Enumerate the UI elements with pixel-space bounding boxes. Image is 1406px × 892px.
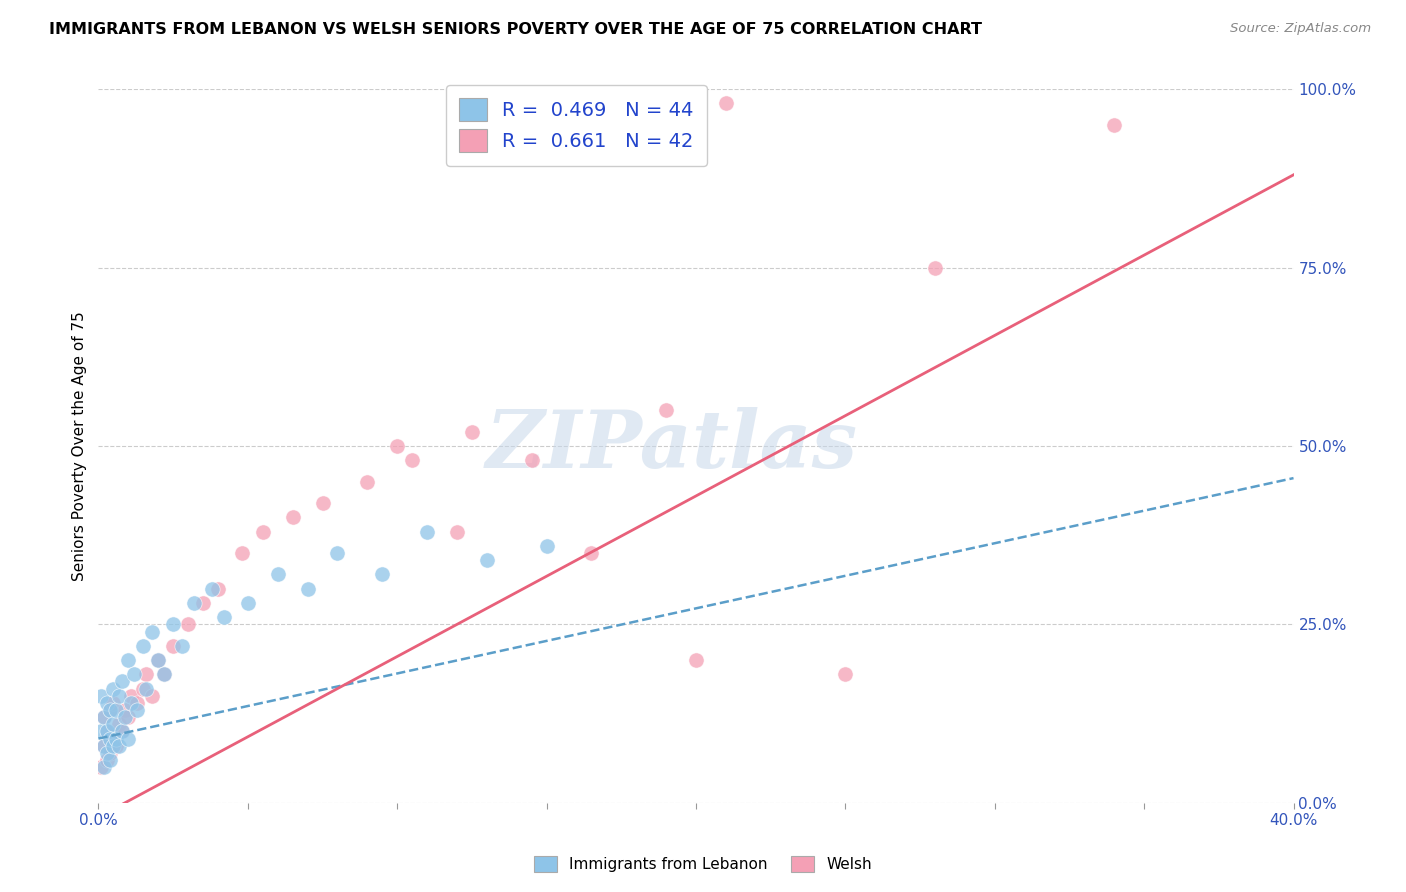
Point [103, 731, 125, 746]
Point [475, 553, 498, 567]
Point [385, 439, 409, 453]
Point [90, 689, 112, 703]
Point [520, 453, 543, 467]
Point [111, 724, 134, 739]
Point [105, 731, 128, 746]
Point [100, 703, 122, 717]
Point [461, 425, 484, 439]
Point [93, 710, 115, 724]
Point [120, 696, 142, 710]
Point [267, 567, 290, 582]
Point [153, 667, 176, 681]
Point [105, 703, 128, 717]
Point [135, 681, 157, 696]
Point [100, 746, 122, 760]
Point [108, 717, 131, 731]
Point [141, 624, 163, 639]
Point [236, 596, 259, 610]
Point [714, 96, 737, 111]
Point [685, 653, 707, 667]
Point [117, 731, 139, 746]
Point [162, 639, 184, 653]
Point [1104, 118, 1126, 132]
Legend: Immigrants from Lebanon, Welsh: Immigrants from Lebanon, Welsh [527, 848, 879, 880]
Point [108, 739, 131, 753]
Point [127, 703, 149, 717]
Point [124, 667, 146, 681]
Text: ZIPatlas: ZIPatlas [486, 408, 858, 484]
Point [103, 717, 125, 731]
Point [311, 496, 333, 510]
Point [148, 653, 170, 667]
Point [96, 724, 118, 739]
Point [111, 724, 134, 739]
Point [326, 546, 349, 560]
Point [231, 546, 253, 560]
Point [655, 403, 678, 417]
Point [96, 696, 118, 710]
Point [191, 596, 214, 610]
Point [172, 639, 194, 653]
Point [141, 689, 163, 703]
Point [111, 674, 134, 689]
Legend: R =  0.469   N = 44, R =  0.661   N = 42: R = 0.469 N = 44, R = 0.661 N = 42 [446, 85, 707, 166]
Point [446, 524, 468, 539]
Point [96, 746, 118, 760]
Point [212, 610, 235, 624]
Point [135, 667, 157, 681]
Point [201, 582, 224, 596]
Point [356, 475, 378, 489]
Point [120, 689, 142, 703]
Point [108, 689, 131, 703]
Point [924, 260, 946, 275]
Point [281, 510, 304, 524]
Point [93, 760, 115, 774]
Point [90, 724, 112, 739]
Point [132, 639, 155, 653]
Point [297, 582, 319, 596]
Point [177, 617, 200, 632]
Point [93, 739, 115, 753]
Point [103, 696, 125, 710]
Point [371, 567, 394, 582]
Point [536, 539, 558, 553]
Point [100, 731, 122, 746]
Point [834, 667, 856, 681]
Point [148, 653, 170, 667]
Point [117, 653, 139, 667]
Point [252, 524, 274, 539]
Point [153, 667, 176, 681]
Point [96, 724, 118, 739]
Point [93, 710, 115, 724]
Point [100, 753, 122, 767]
Point [90, 760, 112, 774]
Point [93, 739, 115, 753]
Y-axis label: Seniors Poverty Over the Age of 75: Seniors Poverty Over the Age of 75 [72, 311, 87, 581]
Text: Source: ZipAtlas.com: Source: ZipAtlas.com [1230, 22, 1371, 36]
Point [103, 681, 125, 696]
Text: IMMIGRANTS FROM LEBANON VS WELSH SENIORS POVERTY OVER THE AGE OF 75 CORRELATION : IMMIGRANTS FROM LEBANON VS WELSH SENIORS… [49, 22, 983, 37]
Point [114, 703, 136, 717]
Point [416, 524, 439, 539]
Point [100, 703, 122, 717]
Point [114, 710, 136, 724]
Point [127, 696, 149, 710]
Point [401, 453, 423, 467]
Point [132, 681, 155, 696]
Point [581, 546, 603, 560]
Point [183, 596, 205, 610]
Point [117, 710, 139, 724]
Point [207, 582, 229, 596]
Point [103, 739, 125, 753]
Point [105, 739, 128, 753]
Point [96, 753, 118, 767]
Point [162, 617, 184, 632]
